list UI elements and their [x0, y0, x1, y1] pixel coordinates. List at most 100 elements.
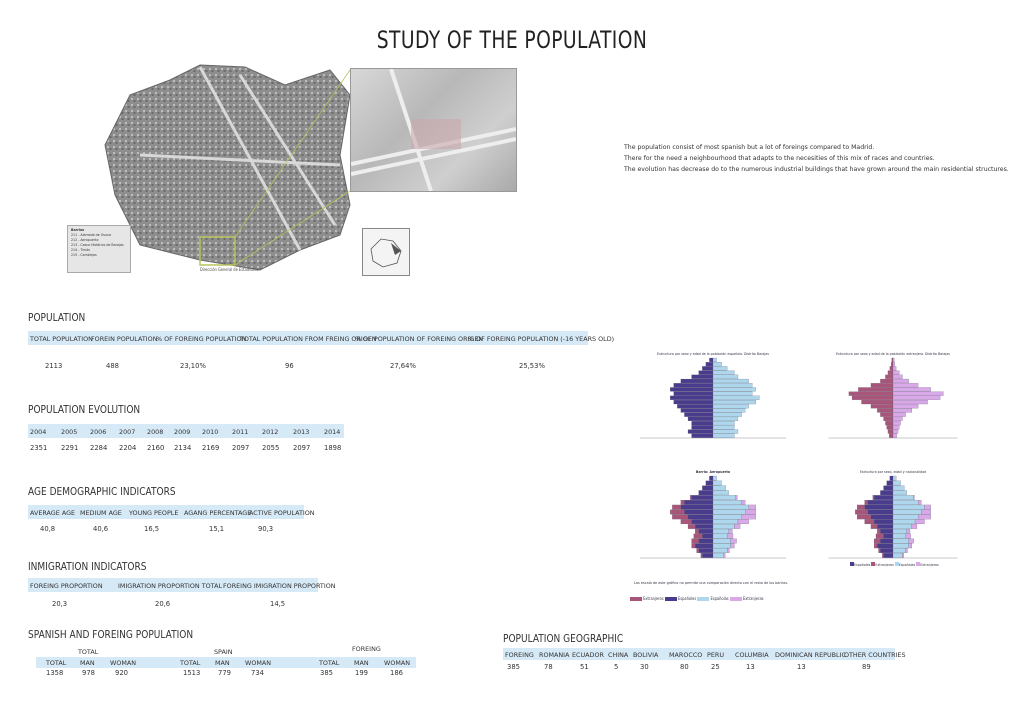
pyramid-bar	[892, 514, 919, 520]
pyramid-bar	[690, 495, 692, 500]
pyramid-bar	[735, 495, 738, 500]
table-cell: 2160	[147, 444, 165, 452]
pyramid-bar	[892, 538, 909, 544]
pyramid-bar	[867, 500, 894, 505]
pyramid-bar	[906, 528, 911, 534]
pyramid-bar	[673, 400, 714, 405]
pyramid-bar	[691, 425, 714, 430]
pyramid-bar	[864, 504, 894, 510]
table-cell: 80	[680, 663, 689, 671]
legend-item: 211 - Alameda de Osuna	[71, 233, 112, 237]
table-cell: 89	[862, 663, 871, 671]
pyramid-bar	[702, 485, 714, 491]
pyramid-bar	[691, 495, 714, 500]
table-header: BOLIVIA	[633, 651, 659, 659]
pyramid-bar	[698, 548, 714, 553]
legend-swatch	[630, 597, 642, 601]
pyramid-bar	[712, 504, 749, 510]
pyramid-bar	[691, 519, 714, 525]
pyramid-bar	[921, 509, 931, 515]
pyramid-bar	[892, 391, 944, 396]
legend-item: 214 - Timón	[71, 248, 91, 252]
pyramid-bar	[892, 433, 897, 438]
pyramid-bar	[702, 366, 714, 371]
pyramid-bar	[886, 480, 894, 486]
pyramid-bar	[712, 433, 735, 438]
table-header: FOREING PROPORTION	[30, 582, 103, 590]
pyramid-bar	[892, 475, 897, 481]
legend-swatch	[850, 562, 854, 566]
pyramid-bar	[892, 548, 906, 553]
pyramid-nationality: Estructura por sexo, edad y nacionalidad	[818, 470, 968, 570]
pyramid-bar	[734, 524, 741, 529]
legend-label: Extranjeras	[920, 563, 939, 567]
pyramid-bar	[700, 553, 703, 558]
pyramid-bar	[892, 374, 903, 379]
pyramid-bar	[873, 519, 894, 525]
pyramid-bar	[712, 370, 735, 375]
table-header: MAN	[354, 659, 369, 667]
pyramid-bar	[702, 553, 714, 558]
pyramid-bar	[698, 538, 714, 544]
table-cell: 2055	[262, 444, 280, 452]
pyramid-bar	[712, 391, 753, 396]
pyramid-bar	[892, 425, 900, 430]
pyramid-bar	[695, 528, 699, 534]
table-header: TOTAL	[319, 659, 340, 667]
legend-label: Españolas	[710, 596, 729, 601]
table-cell: 2134	[174, 444, 192, 452]
pyramid-bar	[672, 504, 681, 510]
pyramid-bar	[861, 400, 894, 405]
table-cell: 2284	[90, 444, 108, 452]
pyramid-bar	[712, 519, 739, 525]
group-label: FOREING	[352, 645, 381, 653]
evolution-header-band: 2004 2005 2006 2007 2008 2009 2010 2011 …	[28, 424, 344, 438]
legend-label: Extranjeros	[643, 596, 664, 601]
legend-item: 212 - Aeropuerto	[71, 238, 99, 242]
pyramid-bar	[913, 495, 915, 500]
table-header: AVERAGE AGE	[30, 509, 76, 517]
pyramid-bar	[684, 509, 714, 515]
table-cell: 385	[507, 663, 520, 671]
table-cell: 2204	[119, 444, 137, 452]
pyramid-bar	[892, 524, 912, 529]
pyramid-bar	[737, 519, 749, 525]
pyramid-title: Barrio: Aeropuerto	[695, 470, 731, 474]
pyramid-bar	[691, 433, 714, 438]
pyramid-bar	[856, 504, 865, 510]
spanish-foreign-header-band: TOTAL MAN WOMAN TOTAL MAN WOMAN TOTAL MA…	[36, 657, 416, 668]
pyramid-bar	[712, 500, 742, 505]
year-header: 2009	[174, 428, 191, 436]
pyramid-bar	[687, 514, 714, 520]
table-header: MAN	[215, 659, 230, 667]
pyramid-bar	[905, 548, 908, 553]
table-header: MEDIUM AGE	[80, 509, 122, 517]
pyramid-bar	[709, 357, 714, 363]
pyramid-bar	[712, 378, 749, 384]
pyramid-bar	[885, 374, 894, 379]
year-header: 2005	[61, 428, 78, 436]
pyramid-bar	[887, 370, 894, 375]
year-header: 2008	[147, 428, 164, 436]
pyramid-bar	[712, 395, 760, 400]
pyramid-bar	[889, 475, 894, 481]
table-header: ACTIVE POPULATION	[249, 509, 315, 517]
pyramid-bar	[878, 548, 881, 553]
year-header: 2013	[293, 428, 310, 436]
year-header: 2011	[232, 428, 249, 436]
pyramid-legend-b: Españoles Extranjeros Españolas Extranje…	[850, 562, 980, 570]
pyramid-bar	[880, 412, 894, 417]
pyramid-bar	[867, 509, 894, 515]
pyramid-bar	[918, 514, 931, 520]
pyramid-bar	[875, 533, 884, 539]
page-title: STUDY OF THE POPULATION	[376, 26, 648, 54]
table-header: TOTAL POPULATION FROM FREING ORIGEN	[240, 335, 377, 343]
pyramid-bar	[705, 362, 714, 367]
legend-swatch	[664, 597, 677, 601]
pyramid-bar	[727, 533, 734, 539]
table-cell: 96	[285, 362, 294, 370]
pyramid-bar	[883, 533, 894, 539]
year-header: 2004	[30, 428, 47, 436]
pyramid-bar	[698, 370, 714, 375]
pyramid-bar	[712, 421, 735, 426]
